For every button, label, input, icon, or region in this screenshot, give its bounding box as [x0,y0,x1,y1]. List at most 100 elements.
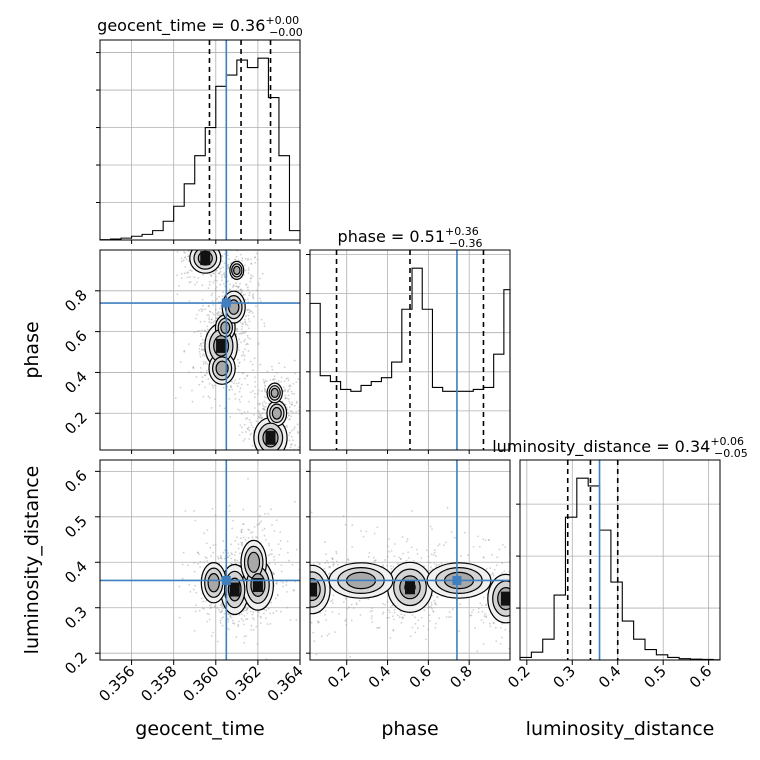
scatter-point [203,349,206,352]
scatter-point [205,542,208,545]
scatter-point [183,251,186,253]
scatter-point [189,269,192,272]
scatter-point [295,411,298,413]
scatter-point [219,611,221,613]
scatter-point [242,353,245,356]
scatter-point [241,333,243,335]
scatter-point [184,256,186,259]
scatter-point [246,417,249,419]
scatter-point [283,598,285,600]
scatter-point [513,588,515,590]
scatter-point [402,552,404,555]
scatter-point [237,285,240,288]
scatter-point [528,604,530,606]
scatter-point [265,635,267,637]
scatter-point [290,415,293,418]
scatter-point [287,565,289,567]
scatter-point [393,555,396,557]
scatter-point [215,289,217,292]
scatter-point [284,627,286,629]
scatter-point [258,389,260,392]
scatter-point [391,604,394,607]
scatter-point [525,633,527,635]
scatter-point [247,257,250,260]
scatter-point [528,574,530,576]
scatter-point [293,571,295,573]
scatter-point [500,636,503,639]
scatter-point [206,314,209,316]
scatter-point [433,554,435,556]
scatter-point [536,610,538,612]
scatter-point [388,550,390,553]
scatter-point [200,332,202,335]
xlabel-phase: phase [381,718,438,740]
scatter-point [205,248,207,250]
scatter-point [516,552,518,554]
scatter-point [242,331,245,334]
scatter-point [214,308,217,311]
scatter-point [275,371,278,374]
scatter-point [181,563,184,566]
scatter-point [241,544,244,547]
scatter-point [533,593,535,595]
scatter-point [244,321,247,324]
scatter-point [390,550,393,552]
scatter-point [393,611,396,614]
scatter-point [400,621,403,624]
scatter-point [252,293,255,296]
scatter-point [367,556,370,558]
scatter-point [293,495,295,497]
scatter-point [199,353,202,356]
scatter-point [438,543,441,546]
hist-frame [519,459,721,661]
scatter-point [250,421,252,424]
scatter-point [219,619,222,622]
scatter-point [392,565,395,568]
scatter-point [275,582,277,585]
scatter-point [242,619,245,622]
scatter-point [198,350,201,353]
scatter-point [288,559,290,562]
scatter-point [392,629,394,632]
scatter-point [214,514,217,517]
scatter-point [181,230,183,232]
scatter-point [234,397,237,400]
scatter-point [304,552,306,554]
scatter-point [234,393,236,396]
title-upper: +0.00 [265,14,299,27]
scatter-point [296,615,298,617]
scatter-point [259,515,261,517]
scatter-point [212,544,215,546]
scatter-point [536,628,538,630]
scatter-point [254,256,257,258]
scatter-point [203,242,205,244]
scatter-point [292,589,295,592]
scatter-point [215,286,218,288]
scatter-point [253,414,255,416]
scatter-point [430,603,433,606]
scatter-point [472,609,475,611]
scatter-point [259,402,261,405]
scatter-point [179,246,181,248]
scatter-point [206,247,208,249]
scatter-point [253,407,256,409]
scatter-point [416,627,419,630]
scatter-point [212,631,215,634]
density-peak [500,591,510,606]
scatter-point [295,381,298,383]
scatter-point [492,573,494,575]
scatter-point [245,431,247,433]
scatter-point [483,613,486,615]
scatter-point [263,534,266,537]
scatter-point [222,273,225,275]
scatter-point [271,524,273,526]
scatter-point [280,595,282,597]
scatter-point [435,565,437,568]
scatter-point [187,255,189,258]
scatter-point [257,342,260,344]
scatter-point [432,610,435,613]
scatter-point [193,276,196,279]
scatter-point [234,258,237,261]
scatter-point [549,628,551,630]
scatter-point [235,382,238,385]
